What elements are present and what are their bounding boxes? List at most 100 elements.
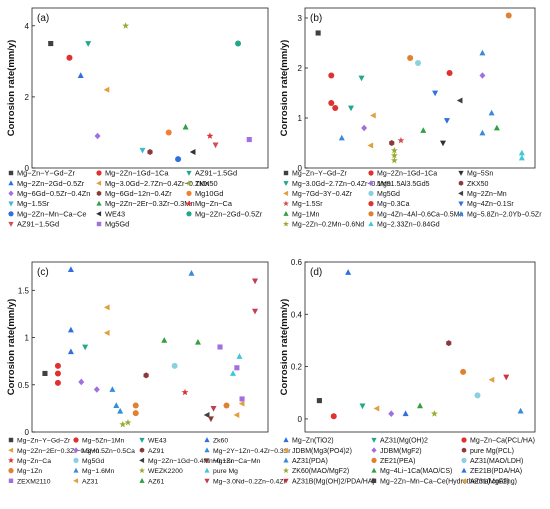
data-point [488, 376, 495, 383]
legend-label: Mg−1Zn [17, 468, 42, 475]
legend-marker [461, 478, 467, 484]
legend-label: AZ31B(Mg(OH)2/PDA/HA) [292, 478, 375, 485]
legend-marker [461, 467, 467, 473]
legend-label: ZE21(PEA) [380, 458, 415, 465]
data-point [373, 405, 380, 412]
legend-marker [96, 180, 102, 186]
y-tick-label: 0.6 [291, 258, 303, 267]
y-tick-label: 0 [25, 164, 30, 173]
legend-marker [458, 201, 464, 207]
legend-marker [458, 210, 464, 216]
y-tick-label: 0.2 [291, 363, 303, 372]
legend-marker [8, 457, 14, 463]
legend-label: Mg−2.33Zn−0.84Gd [377, 222, 440, 229]
data-point [139, 147, 146, 154]
legend-label: Mg−1.6Mn [82, 468, 115, 475]
data-point [143, 372, 149, 379]
data-point [361, 124, 368, 132]
y-tick-label: 0 [298, 415, 303, 424]
legend-label: JDBM(MgF2) [380, 448, 422, 455]
legend-marker [368, 190, 374, 196]
data-point [77, 72, 84, 78]
data-point [252, 308, 259, 315]
data-point [122, 22, 130, 29]
legend-marker [73, 467, 79, 473]
data-point [443, 118, 450, 124]
y-tick-label: 4 [25, 22, 30, 31]
data-point [517, 407, 524, 414]
legend-marker [371, 467, 377, 473]
legend-label: AZ31 [82, 478, 98, 485]
data-point [479, 72, 486, 79]
legend-label: Mg−2Zn−0.2Mn−0.6Nd [292, 222, 364, 229]
data-point [345, 269, 352, 275]
panel-label: (d) [310, 267, 322, 278]
legend-label: Mg−2Zn−2Er−0.3Zr−0.3Mn [105, 199, 195, 208]
legend-marker [8, 190, 14, 197]
legend-label: Mg−2Zn−2Gd−0.5Zr [195, 209, 263, 218]
data-point [503, 374, 510, 381]
legend-marker [96, 200, 102, 206]
panel-0: 024(a)Corrosion rate(mm/y)Mg−Zn−Y−Gd−Zr M… [6, 7, 269, 229]
data-point [124, 418, 132, 426]
y-tick-label: 0 [298, 164, 303, 173]
y-tick-label: 0 [25, 428, 30, 437]
data-point [328, 100, 335, 106]
data-point [109, 386, 116, 392]
y-tick-label: 1 [25, 334, 30, 343]
legend-marker [283, 437, 289, 443]
legend-marker [186, 170, 192, 176]
data-point [117, 407, 124, 414]
data-point [66, 54, 73, 61]
legend-marker [371, 457, 377, 463]
data-point [474, 392, 481, 399]
legend-marker [204, 458, 210, 464]
legend-label: Mg−6Gd−0.5Zr−0.4Zn [17, 189, 90, 198]
panel-1: 0 1 2 3 (b) Corrosion rate(mm/y) Mg−Zn−Y−Gd−Zr… [279, 7, 542, 229]
legend-label: Mg5Gd [377, 191, 400, 198]
data-point [407, 55, 414, 61]
data-point [119, 420, 127, 428]
data-point [113, 402, 120, 408]
legend-marker [96, 170, 102, 176]
data-point [402, 410, 409, 417]
legend-label: Mg−4Zn−0.1Sr [467, 201, 514, 208]
legend-marker [283, 478, 289, 484]
data-point [161, 337, 168, 343]
data-point [420, 127, 427, 133]
legend-label: ZK60(MAO/MgF2) [292, 468, 349, 475]
data-point [493, 124, 500, 131]
data-point [315, 30, 321, 36]
legend-label: Mg−Zn−Y−Gd−Zr [17, 169, 75, 178]
legend-marker [368, 170, 374, 176]
data-point [175, 156, 182, 163]
legend-label: AZ31(PDA) [292, 458, 328, 465]
data-point [48, 41, 54, 47]
legend-marker [186, 211, 192, 217]
legend-label: Mg−2Zn−Mn [467, 191, 507, 198]
data-point [390, 151, 398, 159]
legend-marker [8, 437, 14, 443]
data-point [42, 370, 48, 376]
legend-marker [283, 200, 289, 207]
y-axis-title: Corrosion rate(mm/y) [279, 40, 290, 137]
data-point [67, 348, 74, 355]
data-point [67, 266, 74, 272]
data-point [328, 72, 335, 79]
data-point [389, 140, 395, 146]
data-point [246, 137, 252, 143]
legend-marker [458, 170, 464, 176]
data-point [488, 109, 495, 116]
data-point [338, 134, 345, 141]
legend-label: Mg−Zn−Ca−Mn [213, 458, 261, 465]
legend-marker [73, 447, 79, 454]
legend-label: AZ31(Mg(OH)2 [380, 438, 428, 445]
data-point [78, 378, 85, 386]
legend-marker [139, 467, 145, 474]
y-tick-label: 0.5 [18, 381, 30, 390]
legend-marker [73, 437, 79, 443]
panel-label: (a) [37, 13, 49, 24]
legend-marker [139, 437, 145, 443]
data-point [93, 386, 100, 393]
legend-label: pure Mg(PCL) [470, 448, 514, 455]
